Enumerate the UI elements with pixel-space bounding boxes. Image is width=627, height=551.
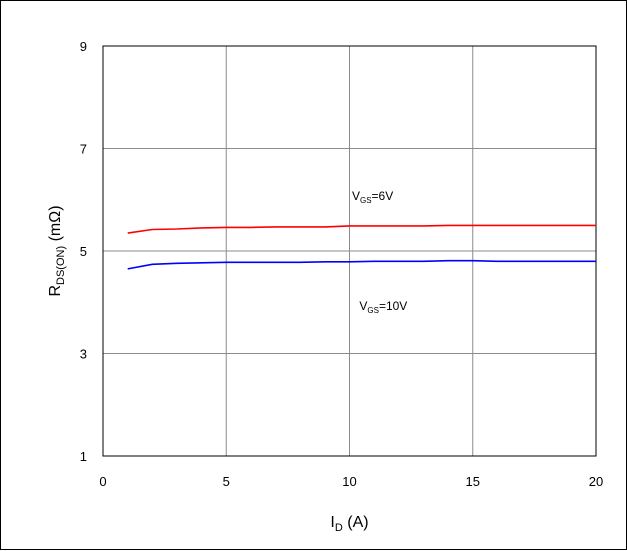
series-group (127, 224, 596, 270)
y-axis-label: RDS(ON) (mΩ) (47, 205, 67, 296)
y-tick-label-2: 5 (80, 244, 87, 259)
annotations: VGS=6V VGS=10V (352, 189, 407, 315)
top-border (0, 0, 627, 1)
y-tick-label-0: 1 (80, 449, 87, 464)
x-tick-label-4: 20 (589, 474, 603, 489)
grid-lines (103, 46, 596, 456)
tick-labels: 0 5 10 15 20 1 3 5 7 9 (80, 39, 603, 489)
series-line-1 (127, 259, 596, 270)
x-tick-label-1: 5 (223, 474, 230, 489)
y-tick-label-4: 9 (80, 39, 87, 54)
y-tick-label-1: 3 (80, 347, 87, 362)
series-label-1: VGS=10V (359, 299, 407, 315)
plot-area (102, 45, 597, 457)
x-tick-label-3: 15 (466, 474, 480, 489)
x-tick-label-0: 0 (99, 474, 106, 489)
x-tick-label-2: 10 (342, 474, 356, 489)
series-label-0: VGS=6V (352, 189, 393, 205)
x-axis-label: ID (A) (330, 514, 368, 534)
y-tick-label-3: 7 (80, 142, 87, 157)
series-line-0 (127, 224, 596, 234)
